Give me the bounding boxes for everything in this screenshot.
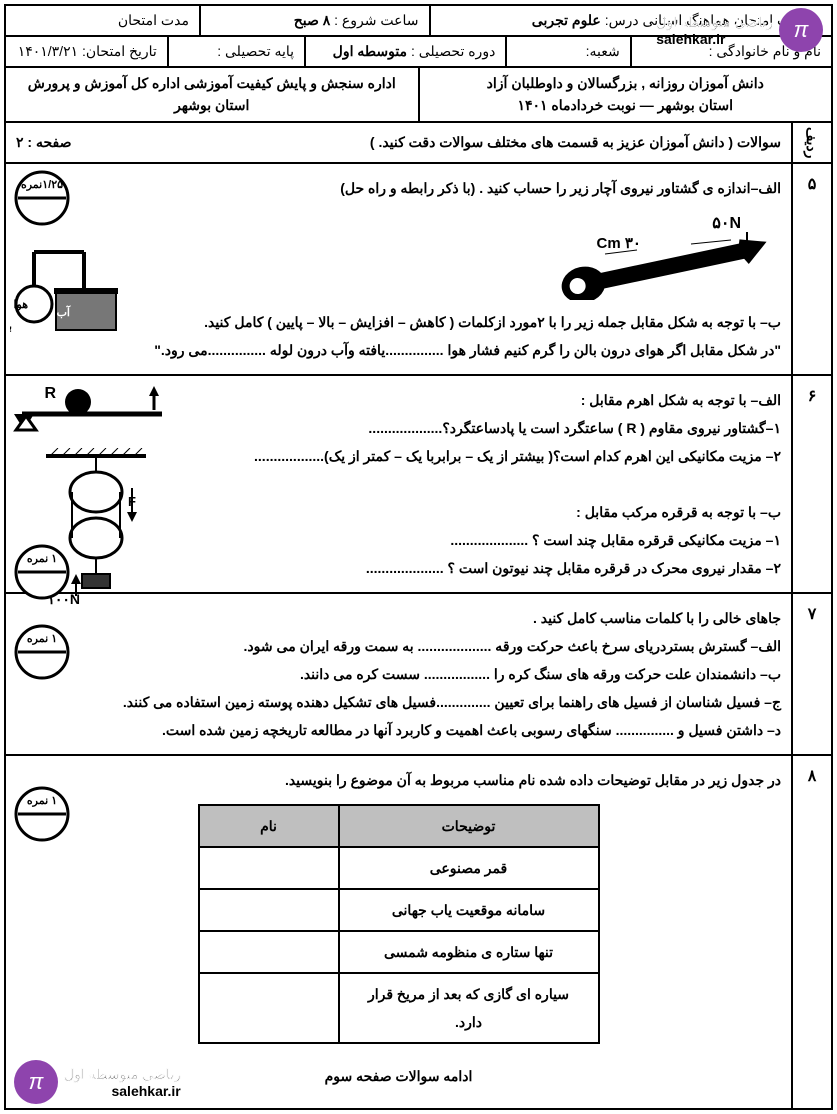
instructions: سوالات ( دانش آموزان عزیز به قسمت های مخ… bbox=[370, 134, 781, 151]
province-term: استان بوشهر — نوبت خردادماه ۱۴۰۱ bbox=[430, 94, 822, 116]
q8-score: ۱ نمره bbox=[14, 790, 70, 812]
q6-b: ب– با توجه به قرقره مرکب مقابل : bbox=[176, 498, 781, 526]
q5-blank: "در شکل مقابل اگر هوای درون بالن را گرم … bbox=[16, 336, 781, 364]
q6-b2: ۲– مقدار نیروی محرک در قرقره مقابل چند ن… bbox=[176, 554, 781, 582]
q5-length: ۳۰ Cm bbox=[597, 235, 641, 252]
wrench-icon: ۵۰N ۳۰ Cm bbox=[541, 210, 781, 300]
pi-logo-icon: π bbox=[779, 8, 823, 52]
q8-th-name: نام bbox=[199, 805, 339, 847]
level-value: متوسطه اول bbox=[333, 43, 407, 59]
q7-b: ب– دانشمندان علت حرکت ورقه های سنگ کره ر… bbox=[16, 660, 781, 688]
q6-a: الف– با توجه به شکل اهرم مقابل : bbox=[176, 386, 781, 414]
q5-force: ۵۰N bbox=[712, 215, 741, 232]
lever-icon: R bbox=[12, 382, 172, 442]
q8-ans3 bbox=[199, 931, 339, 973]
q5-score: ۱/۲۵نمره bbox=[14, 174, 70, 196]
wm-url: salehkar.ir bbox=[656, 31, 773, 47]
watermark-bottom: π رياضي متوسطه اول salehkar.ir bbox=[14, 1060, 181, 1104]
q8-number: ۸ bbox=[791, 756, 831, 1108]
q7-a: الف– گسترش بستردریای سرخ باعث حرکت ورقه … bbox=[16, 632, 781, 660]
watermark-top: π رياضي متوسطه اول salehkar.ir bbox=[656, 8, 823, 52]
question-7: ۷ جاهای خالی را با کلمات مناسب کامل کنید… bbox=[6, 594, 831, 756]
q7-intro: جاهای خالی را با کلمات مناسب کامل کنید . bbox=[16, 604, 781, 632]
subject-value: علوم تجربی bbox=[532, 12, 601, 28]
students-type: دانش آموزان روزانه , بزرگسالان و داوطلبا… bbox=[430, 72, 822, 94]
start-value: ۸ صبح bbox=[294, 12, 331, 28]
q8-intro: در جدول زیر در مقابل توضیحات داده شده نا… bbox=[16, 766, 781, 794]
q6-number: ۶ bbox=[791, 376, 831, 592]
page-number: صفحه : ۲ bbox=[16, 134, 72, 151]
exam-sheet: سوالات امتحان هماهنگ استانی درس: علوم تج… bbox=[4, 4, 833, 1110]
q8-ans1 bbox=[199, 847, 339, 889]
class-field: شعبه: bbox=[505, 37, 629, 66]
start-label: ساعت شروع : bbox=[334, 12, 418, 28]
q7-c: ج– فسیل شناسان از فسیل های راهنما برای ت… bbox=[16, 688, 781, 716]
balloon-apparatus-icon: هوا بالن آب bbox=[10, 226, 120, 336]
wm-url-b: salehkar.ir bbox=[64, 1083, 181, 1099]
svg-text:هوا: هوا bbox=[13, 299, 28, 311]
q5-a: الف–اندازه ی گشتاور نیروی آچار زیر را حس… bbox=[16, 174, 781, 202]
q7-number: ۷ bbox=[791, 594, 831, 754]
q8-row4: سیاره ای گازی که بعد از مریخ قرار دارد. bbox=[339, 973, 599, 1043]
q6-b1: ۱– مزیت مکانیکی قرقره مقابل چند است ؟ ..… bbox=[176, 526, 781, 554]
q8-row2: سامانه موقعیت یاب جهانی bbox=[339, 889, 599, 931]
svg-text:آب: آب bbox=[57, 305, 71, 319]
q8-row1: قمر مصنوعی bbox=[339, 847, 599, 889]
q8-th-desc: توضیحات bbox=[339, 805, 599, 847]
q5-b: ب– با توجه به شکل مقابل جمله زیر را با ۲… bbox=[16, 308, 781, 336]
q8-table: توضیحات نام قمر مصنوعی سامانه موقعیت یاب… bbox=[198, 804, 600, 1044]
question-6: ۶ الف– با توجه به شکل اهرم مقابل : ۱–گشت… bbox=[6, 376, 831, 594]
level-label: دوره تحصیلی : bbox=[411, 43, 495, 59]
grade-field: پایه تحصیلی : bbox=[167, 37, 304, 66]
question-8: ۸ در جدول زیر در مقابل توضیحات داده شده … bbox=[6, 756, 831, 1108]
svg-text:بالن: بالن bbox=[10, 321, 12, 333]
org-line1: اداره سنجش و پایش کیفیت آموزشی اداره کل … bbox=[16, 72, 408, 94]
info-row: دانش آموزان روزانه , بزرگسالان و داوطلبا… bbox=[6, 68, 831, 123]
q6-a2: ۲– مزیت مکانیکی این اهرم کدام است؟( بیشت… bbox=[176, 442, 781, 470]
wm-title-b: رياضي متوسطه اول bbox=[64, 1066, 181, 1083]
q5-number: ۵ bbox=[791, 164, 831, 374]
q8-row3: تنها ستاره ی منظومه شمسی bbox=[339, 931, 599, 973]
svg-text:F: F bbox=[128, 494, 136, 509]
q6-score: ۱ نمره bbox=[14, 548, 70, 570]
pi-logo-icon: π bbox=[14, 1060, 58, 1104]
svg-text:R: R bbox=[44, 385, 56, 402]
question-5: ۵ الف–اندازه ی گشتاور نیروی آچار زیر را … bbox=[6, 164, 831, 376]
wm-title: رياضي متوسطه اول bbox=[656, 14, 773, 31]
q8-ans4 bbox=[199, 973, 339, 1043]
duration-label: مدت امتحان bbox=[118, 12, 189, 28]
org-line2: استان بوشهر bbox=[16, 94, 408, 116]
q7-d: د– داشتن فسیل و ............... سنگهای ر… bbox=[16, 716, 781, 744]
title-bar: ردیف سوالات ( دانش آموزان عزیز به قسمت ه… bbox=[6, 123, 831, 164]
q7-score: ۱ نمره bbox=[14, 628, 70, 650]
q6-a1: ۱–گشتاور نیروی مقاوم ( R ) ساعتگرد است ی… bbox=[176, 414, 781, 442]
q8-ans2 bbox=[199, 889, 339, 931]
radif-header: ردیف bbox=[791, 123, 831, 162]
date-field: تاریخ امتحان: ۱۴۰۱/۳/۲۱ bbox=[6, 37, 167, 66]
